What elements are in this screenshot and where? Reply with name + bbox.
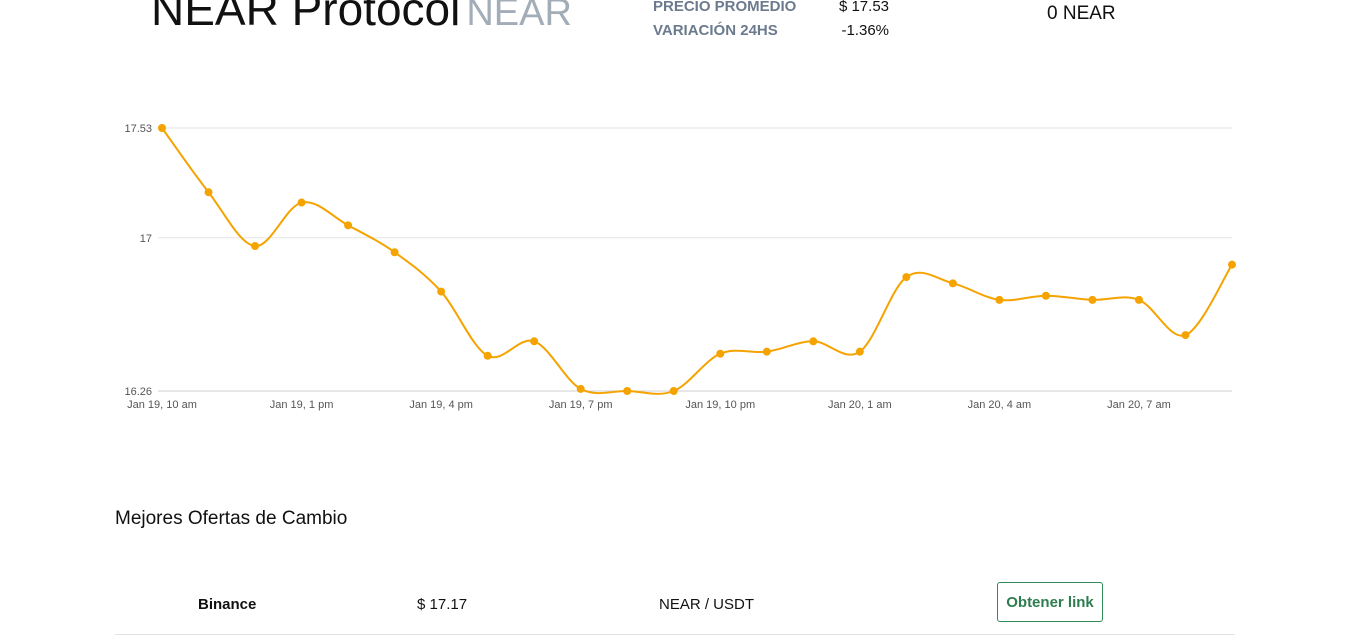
x-tick-label: Jan 19, 1 pm — [270, 399, 334, 411]
offer-price: $ 17.17 — [417, 596, 468, 613]
x-tick-label: Jan 19, 7 pm — [549, 399, 613, 411]
data-point — [1228, 260, 1236, 269]
change-24h-label: VARIACIÓN 24HS — [653, 22, 778, 39]
y-tick-label: 17.53 — [124, 123, 152, 135]
avg-price-label: PRECIO PROMEDIO — [653, 0, 797, 15]
x-tick-label: Jan 20, 1 am — [828, 399, 892, 411]
holdings-amount: 0 NEAR — [1047, 3, 1116, 24]
data-point — [948, 279, 957, 288]
offer-exchange: Binance — [198, 596, 257, 613]
data-point — [1041, 291, 1050, 300]
price-chart: 17.53 17 16.26 Jan 19, 10 am Jan 19, 1 pm Jan… — [0, 95, 1349, 430]
data-point — [995, 295, 1004, 304]
x-tick-label: Jan 19, 4 pm — [409, 399, 473, 411]
data-point — [530, 337, 539, 346]
data-point — [1181, 331, 1190, 340]
coin-symbol: NEAR — [466, 0, 572, 34]
data-point — [716, 349, 725, 358]
coin-name: NEAR Protocol — [151, 0, 461, 35]
data-point — [251, 242, 260, 251]
data-point — [204, 188, 213, 197]
data-point — [576, 384, 585, 393]
change-24h-row: VARIACIÓN 24HS -1.36% — [653, 22, 893, 46]
x-tick-label: Jan 20, 7 am — [1107, 399, 1171, 411]
data-point — [390, 248, 399, 257]
data-point — [855, 347, 864, 356]
data-point — [902, 273, 911, 282]
data-point — [483, 351, 492, 360]
price-line — [161, 127, 1233, 395]
data-point — [344, 221, 353, 230]
x-tick-label: Jan 19, 10 am — [127, 399, 197, 411]
change-24h-value: -1.36% — [841, 22, 889, 39]
avg-price-value: $ 17.53 — [838, 0, 889, 15]
offer-row: Binance $ 17.17 NEAR / USDT Obtener link — [115, 575, 1235, 635]
data-point — [1088, 295, 1097, 304]
x-tick-label: Jan 19, 10 pm — [685, 399, 755, 411]
data-point — [158, 124, 166, 132]
offer-pair: NEAR / USDT — [659, 596, 755, 613]
y-tick-label: 17 — [140, 233, 152, 245]
x-tick-label: Jan 20, 4 am — [968, 399, 1032, 411]
get-link-button[interactable]: Obtener link — [997, 582, 1103, 622]
avg-price-row: PRECIO PROMEDIO $ 17.53 — [653, 0, 893, 22]
data-point — [437, 287, 446, 296]
data-point — [809, 337, 818, 346]
data-point — [762, 347, 771, 356]
data-point — [623, 387, 632, 395]
price-stats: PRECIO PROMEDIO $ 17.53 VARIACIÓN 24HS -… — [653, 0, 893, 46]
offers-title: Mejores Ofertas de Cambio — [115, 508, 348, 529]
y-tick-label: 16.26 — [124, 386, 152, 398]
data-point — [1134, 295, 1143, 304]
data-point — [297, 198, 306, 207]
data-point — [669, 387, 678, 395]
coin-title: NEAR Protocol NEAR — [151, 0, 572, 32]
